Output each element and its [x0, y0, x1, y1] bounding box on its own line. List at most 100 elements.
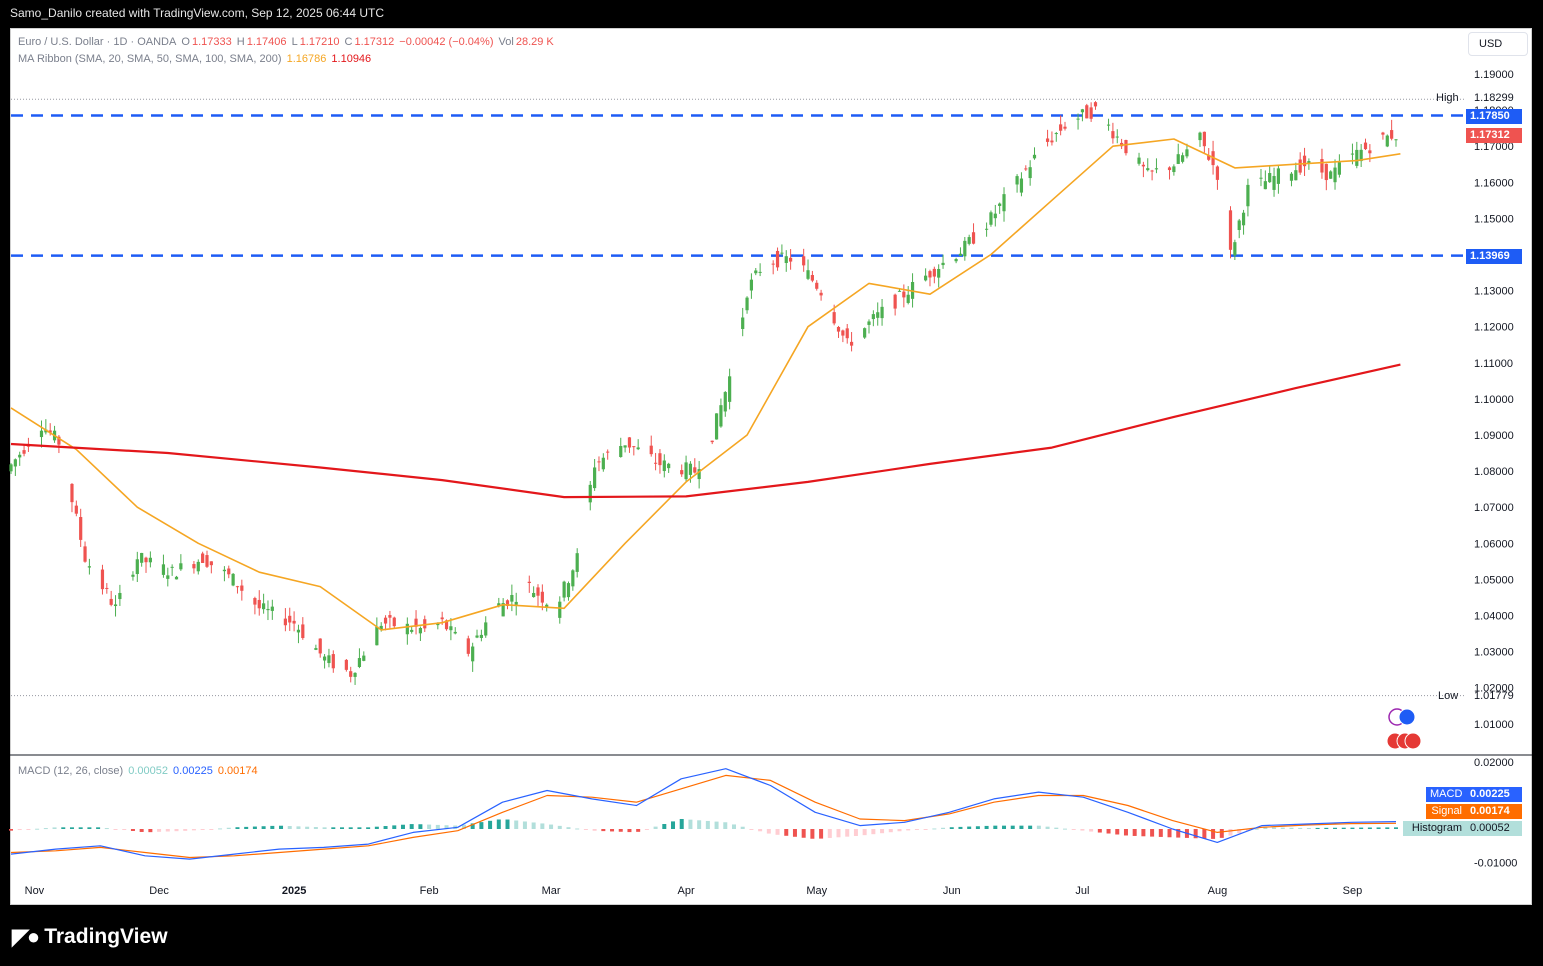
tradingview-logo[interactable]: ◤● TradingView — [12, 924, 168, 950]
macd-histogram-bar — [522, 821, 527, 829]
candle-body — [928, 271, 932, 278]
candle-body — [418, 627, 423, 634]
candle-body — [1320, 159, 1324, 173]
candle-body — [392, 617, 396, 627]
candle-body — [723, 392, 727, 412]
candle-body — [449, 626, 453, 631]
candle-body — [170, 566, 174, 568]
y-tick-label: 1.10000 — [1474, 394, 1514, 406]
macd-histogram-bar — [52, 827, 57, 829]
macd-histogram-bar — [1315, 827, 1320, 829]
candle-body — [109, 598, 113, 605]
macd-histogram-bar — [348, 827, 353, 829]
candle-body — [209, 561, 213, 566]
candle-body — [231, 573, 235, 586]
macd-histogram-bar — [819, 829, 824, 839]
candle-body — [784, 256, 788, 264]
candle-body — [1198, 132, 1202, 141]
x-tick-label: Nov — [25, 885, 45, 897]
macd-histogram-bar — [1385, 827, 1390, 829]
tradingview-logo-icon: ◤● — [12, 924, 40, 949]
macd-histogram-bar — [871, 829, 876, 835]
macd-histogram-bar — [575, 828, 580, 830]
candle-body — [262, 603, 266, 610]
macd-histogram-bar — [1158, 829, 1163, 837]
candle-body — [1324, 163, 1328, 181]
signal-scale-label: Signal — [1426, 804, 1466, 819]
x-tick-label: Jun — [943, 885, 961, 897]
candle-body — [1150, 170, 1154, 172]
candle-body — [653, 462, 658, 464]
y-tick-label: 1.06000 — [1474, 538, 1514, 550]
candle-body — [806, 270, 810, 279]
candle-body — [527, 581, 531, 583]
candle-body — [314, 648, 318, 650]
macd-histogram-bar — [636, 829, 641, 832]
candle-body — [649, 445, 653, 455]
candle-body — [179, 563, 183, 570]
macd-histogram-bar — [845, 829, 850, 837]
candle-body — [484, 622, 488, 636]
macd-histogram-bar — [853, 829, 858, 836]
candle-body — [680, 470, 684, 475]
macd-histogram-bar — [566, 827, 571, 829]
candle-body — [48, 430, 52, 433]
candle-body — [410, 629, 414, 632]
y-tick-label: 1.17000 — [1474, 141, 1514, 153]
candle-body — [636, 447, 640, 450]
macd-histogram-bar — [1394, 827, 1398, 829]
candle-body — [536, 587, 540, 596]
candle-body — [566, 583, 571, 598]
candle-body — [379, 625, 383, 630]
candle-body — [714, 413, 719, 440]
x-tick-label: 2025 — [282, 885, 306, 897]
macd-histogram-bar — [488, 820, 493, 829]
macd-histogram-bar — [1176, 829, 1181, 838]
candle-body — [222, 569, 227, 572]
candle-body — [1237, 220, 1241, 231]
candle-body — [697, 469, 701, 480]
candle-body — [479, 634, 483, 638]
macd-histogram-bar — [1211, 829, 1216, 839]
candle-body — [832, 312, 836, 324]
macd-histogram-bar — [1193, 829, 1198, 839]
candle-body — [771, 263, 775, 265]
macd-histogram-bar — [644, 829, 649, 830]
candle-body — [871, 314, 875, 320]
macd-histogram-bar — [374, 826, 379, 829]
candle-body — [83, 546, 87, 562]
macd-histogram-bar — [1080, 829, 1085, 831]
candle-body — [841, 330, 845, 336]
histogram-scale-value: 0.00052 — [1466, 821, 1522, 836]
open-label: O — [181, 36, 190, 48]
macd-histogram-bar — [218, 828, 223, 830]
candle-body — [775, 250, 780, 268]
macd-histogram-bar — [1228, 829, 1233, 836]
low-label: L — [291, 36, 298, 48]
candle-body — [296, 629, 301, 633]
y-tick-label: 1.15000 — [1474, 213, 1514, 225]
candle-body — [105, 587, 109, 589]
macd-histogram-bar — [26, 829, 31, 830]
macd-histogram-bar — [461, 824, 466, 829]
currency-button[interactable]: USD — [1468, 32, 1528, 56]
candle-body — [1063, 126, 1067, 129]
candle-body — [1272, 176, 1276, 190]
macd-histogram-bar — [531, 822, 536, 829]
candle-body — [1124, 140, 1128, 154]
macd-histogram-bar — [1359, 827, 1364, 829]
candle-body — [597, 461, 601, 463]
y-tick-label: 1.07000 — [1474, 502, 1514, 514]
macd-scale-value: 0.00225 — [1466, 787, 1522, 802]
macd-histogram-bar — [305, 826, 310, 829]
candle-body — [819, 292, 823, 296]
macd-histogram-bar — [914, 829, 919, 830]
candle-body — [288, 615, 292, 623]
macd-histogram-bar — [313, 827, 318, 829]
candle-body — [906, 294, 910, 303]
macd-histogram-bar — [392, 825, 397, 829]
volume-value: 28.29 K — [515, 36, 554, 48]
candle-body — [1045, 138, 1050, 142]
candle-body — [1350, 153, 1355, 155]
